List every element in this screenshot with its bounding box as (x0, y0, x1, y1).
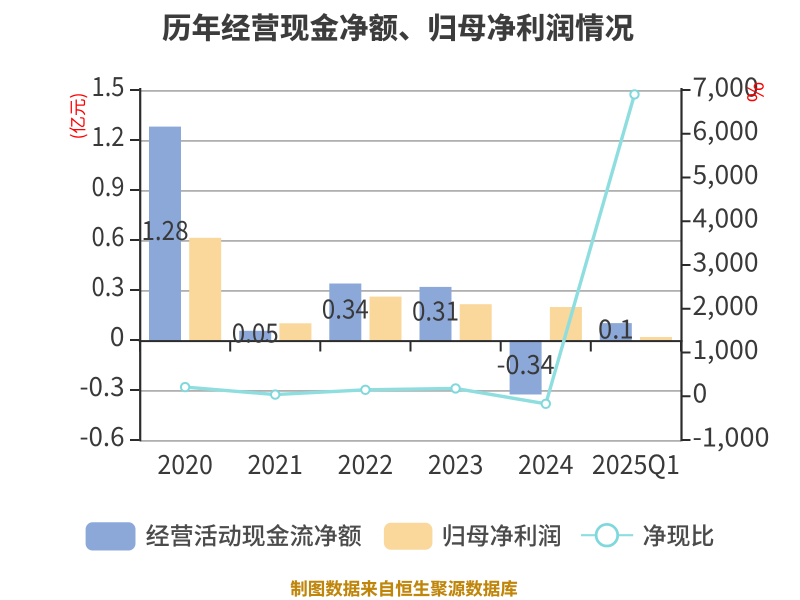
svg-text:-0.34: -0.34 (497, 343, 555, 382)
svg-text:0.6: 0.6 (92, 215, 125, 254)
svg-text:4,000: 4,000 (693, 197, 759, 236)
svg-text:-1,000: -1,000 (693, 415, 770, 454)
svg-text:0.1: 0.1 (598, 308, 634, 347)
svg-text:经营活动现金流净额: 经营活动现金流净额 (146, 516, 362, 551)
svg-text:2023: 2023 (428, 443, 484, 482)
svg-text:%: % (739, 82, 771, 102)
svg-text:0: 0 (693, 372, 708, 411)
svg-text:-0.3: -0.3 (80, 365, 125, 404)
svg-text:0.05: 0.05 (232, 311, 279, 350)
svg-text:2025Q1: 2025Q1 (592, 443, 680, 482)
svg-text:0: 0 (110, 315, 125, 354)
svg-text:净现比: 净现比 (643, 516, 715, 551)
svg-text:-0.6: -0.6 (80, 415, 125, 454)
svg-text:制图数据来自恒生聚源数据库: 制图数据来自恒生聚源数据库 (290, 576, 518, 600)
svg-text:2022: 2022 (338, 443, 394, 482)
svg-text:5,000: 5,000 (693, 153, 759, 192)
svg-text:0.34: 0.34 (322, 288, 369, 327)
svg-text:归母净利润: 归母净利润 (442, 516, 562, 551)
svg-text:2,000: 2,000 (693, 284, 759, 323)
svg-text:(亿元): (亿元) (65, 93, 90, 140)
svg-text:1.2: 1.2 (92, 115, 125, 154)
svg-text:2021: 2021 (247, 443, 303, 482)
svg-text:0.3: 0.3 (92, 265, 125, 304)
svg-text:2020: 2020 (157, 443, 213, 482)
svg-text:0.9: 0.9 (92, 165, 125, 204)
svg-text:6,000: 6,000 (693, 109, 759, 148)
svg-text:0.31: 0.31 (412, 289, 459, 328)
svg-text:历年经营现金净额、归母净利润情况: 历年经营现金净额、归母净利润情况 (162, 6, 634, 48)
svg-text:1,000: 1,000 (693, 328, 759, 367)
svg-text:2024: 2024 (518, 443, 574, 482)
svg-text:1.28: 1.28 (142, 209, 189, 248)
svg-text:3,000: 3,000 (693, 240, 759, 279)
svg-text:1.5: 1.5 (92, 65, 125, 104)
svg-text:7,000: 7,000 (693, 65, 759, 104)
